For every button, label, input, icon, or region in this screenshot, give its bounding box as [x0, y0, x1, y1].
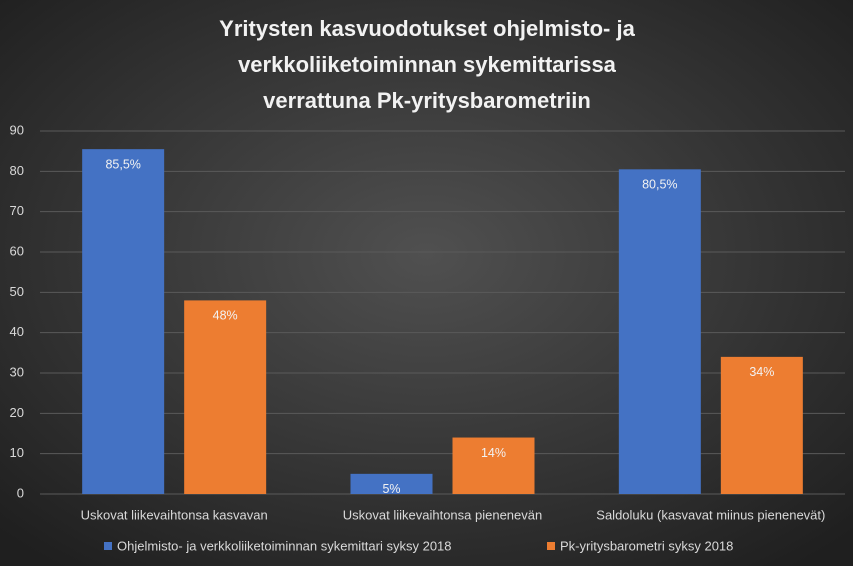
bar: [350, 473, 433, 494]
bar: [184, 300, 267, 494]
legend-swatch: [547, 542, 555, 550]
y-tick-label: 40: [10, 324, 24, 339]
y-tick-label: 90: [10, 122, 24, 137]
y-tick-label: 0: [17, 485, 24, 500]
legend-label: Pk-yritysbarometri syksy 2018: [560, 538, 733, 553]
legend-label: Ohjelmisto- ja verkkoliiketoiminnan syke…: [117, 538, 452, 553]
value-label: 80,5%: [642, 178, 677, 192]
bar: [618, 169, 701, 495]
y-tick-label: 60: [10, 243, 24, 258]
x-tick-label: Uskovat liikevaihtonsa kasvavan: [81, 507, 268, 522]
value-label: 34%: [749, 365, 774, 379]
y-tick-label: 70: [10, 203, 24, 218]
value-label: 48%: [213, 309, 238, 323]
y-tick-label: 30: [10, 364, 24, 379]
bar: [452, 437, 535, 494]
y-tick-label: 80: [10, 163, 24, 178]
x-tick-label: Saldoluku (kasvavat miinus pienenevät): [596, 507, 825, 522]
value-label: 5%: [382, 482, 400, 496]
chart-title: Yritysten kasvuodotukset ohjelmisto- ja: [219, 16, 635, 41]
y-tick-label: 20: [10, 405, 24, 420]
x-tick-label: Uskovat liikevaihtonsa pienenevän: [343, 507, 542, 522]
chart-title: verkkoliiketoiminnan sykemittarissa: [238, 52, 617, 77]
y-tick-label: 50: [10, 284, 24, 299]
value-label: 85,5%: [105, 157, 140, 171]
bar: [82, 149, 165, 494]
y-tick-label: 10: [10, 445, 24, 460]
chart-title: verrattuna Pk-yritysbarometriin: [263, 88, 591, 113]
value-label: 14%: [481, 446, 506, 460]
legend-swatch: [104, 542, 112, 550]
bar: [720, 356, 803, 494]
